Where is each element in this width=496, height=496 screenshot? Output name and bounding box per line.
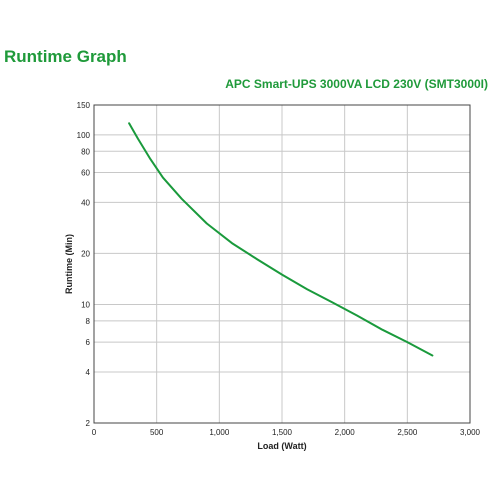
x-axis-label: Load (Watt) [257,441,306,451]
y-tick-labels: 2 4 6 8 10 20 40 60 80 100 150 [77,101,91,428]
x-tick-label: 500 [150,428,164,437]
y-tick-label: 8 [86,317,91,326]
runtime-curve [128,122,434,357]
x-tick-label: 1,500 [272,428,293,437]
x-gridlines [93,105,471,423]
y-tick-label: 2 [86,419,91,428]
y-tick-label: 6 [86,338,91,347]
page-title: Runtime Graph [4,47,127,66]
y-tick-label: 10 [81,300,90,309]
y-tick-label: 20 [81,249,90,258]
x-tick-label: 2,500 [397,428,418,437]
y-tick-label: 4 [86,368,91,377]
y-tick-label: 40 [81,198,90,207]
x-tick-label: 0 [92,428,97,437]
chart-subtitle: APC Smart-UPS 3000VA LCD 230V (SMT3000I) [225,77,488,91]
y-tick-label: 150 [77,101,91,110]
x-tick-label: 2,000 [335,428,356,437]
y-tick-label: 100 [77,131,91,140]
x-tick-label: 1,000 [209,428,230,437]
y-axis-label: Runtime (Min) [64,234,74,294]
y-tick-label: 80 [81,147,90,156]
x-tick-label: 3,000 [460,428,481,437]
plot-frame [93,104,471,424]
x-tick-labels: 0 500 1,000 1,500 2,000 2,500 3,000 [92,428,481,437]
y-tick-label: 60 [81,168,90,177]
